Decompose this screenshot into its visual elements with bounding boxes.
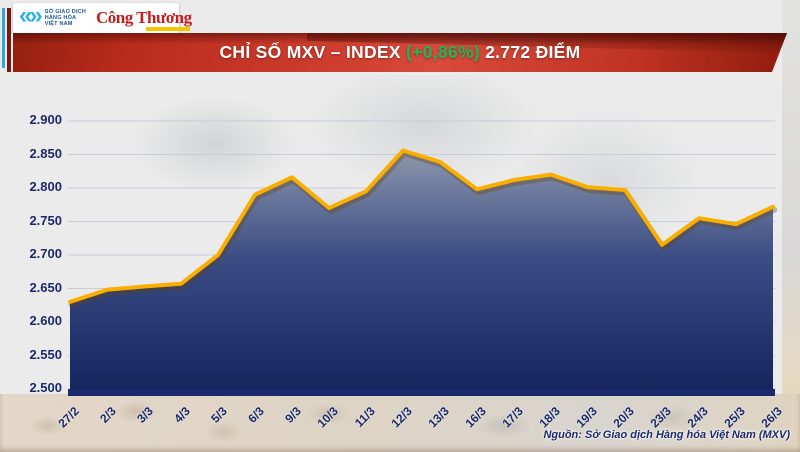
mxv-chevron-logo-icon: «» bbox=[19, 2, 43, 29]
y-axis-label: 2.800 bbox=[29, 179, 62, 194]
y-axis-label: 2.650 bbox=[29, 279, 62, 295]
background-photo-strip bbox=[0, 394, 800, 452]
source-credit: Nguồn: Sở Giao dịch Hàng hóa Việt Nam (M… bbox=[543, 429, 790, 441]
left-accent-stripe-maroon bbox=[7, 8, 11, 72]
y-axis-label: 2.700 bbox=[29, 246, 62, 261]
logo-box: «» SỞ GIAO DỊCH HÀNG HÓA VIỆT NAM Công T… bbox=[13, 2, 192, 33]
background-photo-edge bbox=[782, 0, 800, 452]
cong-thuong-logo: Công Thương bbox=[96, 8, 192, 31]
y-axis-label: 2.850 bbox=[29, 145, 62, 161]
mxv-org-name: SỞ GIAO DỊCH HÀNG HÓA VIỆT NAM bbox=[44, 9, 87, 27]
title-banner: CHỈ SỐ MXV – INDEX (+0,86%) 2.772 ĐIỂM bbox=[13, 33, 787, 72]
y-axis-label: 2.900 bbox=[29, 112, 62, 127]
index-area-fill bbox=[70, 150, 773, 389]
y-axis-label: 2.750 bbox=[29, 212, 62, 228]
y-axis-label: 2.600 bbox=[29, 313, 62, 328]
x-axis-bar bbox=[68, 389, 775, 396]
index-change-percent: (+0,86%) bbox=[406, 42, 480, 62]
left-accent-stripe-cyan bbox=[2, 8, 5, 68]
cong-thuong-underline bbox=[145, 27, 190, 31]
y-axis-label: 2.500 bbox=[29, 380, 62, 395]
y-axis-label: 2.550 bbox=[29, 346, 62, 362]
index-line bbox=[68, 148, 775, 304]
page-title: CHỈ SỐ MXV – INDEX (+0,86%) 2.772 ĐIỂM bbox=[219, 42, 581, 62]
